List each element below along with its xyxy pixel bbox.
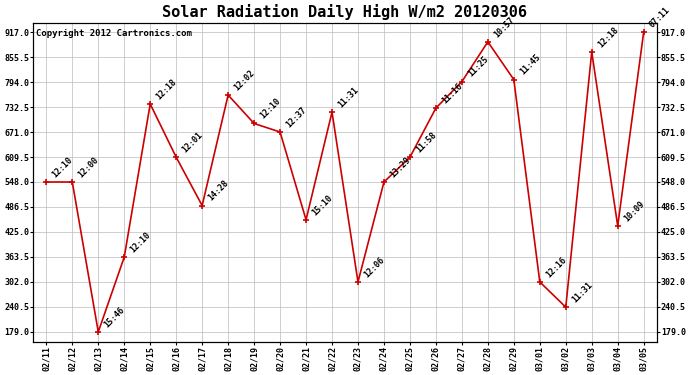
Text: 12:00: 12:00 [77,155,101,179]
Text: 12:16: 12:16 [544,255,568,279]
Text: 12:10: 12:10 [50,155,75,179]
Text: 14:28: 14:28 [206,179,230,203]
Text: 12:01: 12:01 [180,130,204,154]
Text: 15:46: 15:46 [102,305,126,329]
Text: 11:25: 11:25 [466,55,490,79]
Text: 12:37: 12:37 [284,105,308,129]
Text: 13:29: 13:29 [388,155,412,179]
Text: 15:10: 15:10 [310,193,334,217]
Text: 11:58: 11:58 [414,130,438,154]
Text: 10:09: 10:09 [622,199,646,223]
Text: 12:18: 12:18 [596,25,620,49]
Text: 12:18: 12:18 [155,77,179,101]
Text: 12:10: 12:10 [258,97,282,121]
Text: 11:31: 11:31 [336,85,360,109]
Text: 12:02: 12:02 [233,68,256,92]
Title: Solar Radiation Daily High W/m2 20120306: Solar Radiation Daily High W/m2 20120306 [163,4,527,20]
Text: 10:57: 10:57 [492,15,516,39]
Text: 11:16: 11:16 [440,81,464,105]
Text: 07:11: 07:11 [648,5,672,29]
Text: 11:31: 11:31 [570,280,594,304]
Text: 12:06: 12:06 [362,255,386,279]
Text: Copyright 2012 Cartronics.com: Copyright 2012 Cartronics.com [37,29,193,38]
Text: 11:45: 11:45 [518,53,542,77]
Text: 12:10: 12:10 [128,230,152,254]
